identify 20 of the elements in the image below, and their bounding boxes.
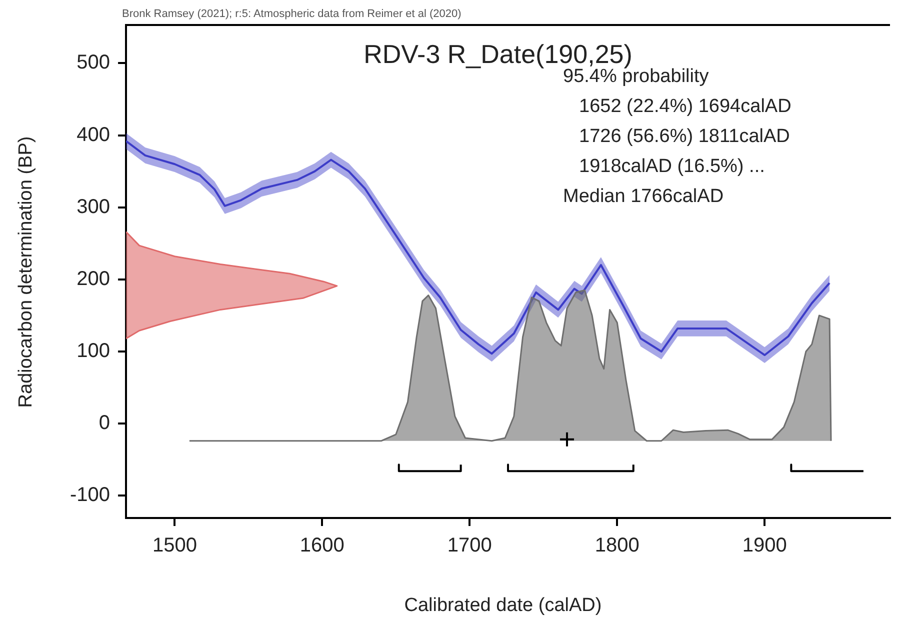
annotation: 1652 (22.4%) 1694calAD bbox=[579, 96, 792, 117]
x-tick-label: 1600 bbox=[300, 534, 344, 557]
text: RDV-3 R_Date(190,25) bbox=[364, 39, 632, 69]
y-tick-label: 300 bbox=[76, 196, 110, 218]
y-axis-title: Radiocarbon determination (BP) bbox=[16, 136, 36, 408]
y-tick-label: 200 bbox=[76, 268, 110, 290]
x-tick-label: 1900 bbox=[742, 534, 787, 557]
y-tick-label: 400 bbox=[76, 124, 110, 146]
y-tick-label: -100 bbox=[70, 484, 110, 506]
x-tick-label: 1800 bbox=[594, 534, 640, 557]
y-tick-label: 0 bbox=[98, 412, 110, 434]
annotation: 1918calAD (16.5%) ... bbox=[579, 156, 765, 177]
y-tick-label: 100 bbox=[76, 340, 110, 362]
x-axis-title: Calibrated date (calAD) bbox=[404, 595, 602, 616]
annotation: Median 1766calAD bbox=[563, 186, 724, 207]
x-tick-label: 1500 bbox=[152, 534, 197, 557]
x-tick-label: 1700 bbox=[447, 534, 492, 557]
text: Bronk Ramsey (2021); r:5: Atmospheric data from Reimer et al (2020) bbox=[122, 8, 462, 20]
annotation: 1726 (56.6%) 1811calAD bbox=[579, 126, 790, 147]
y-tick-label: 500 bbox=[76, 52, 110, 74]
